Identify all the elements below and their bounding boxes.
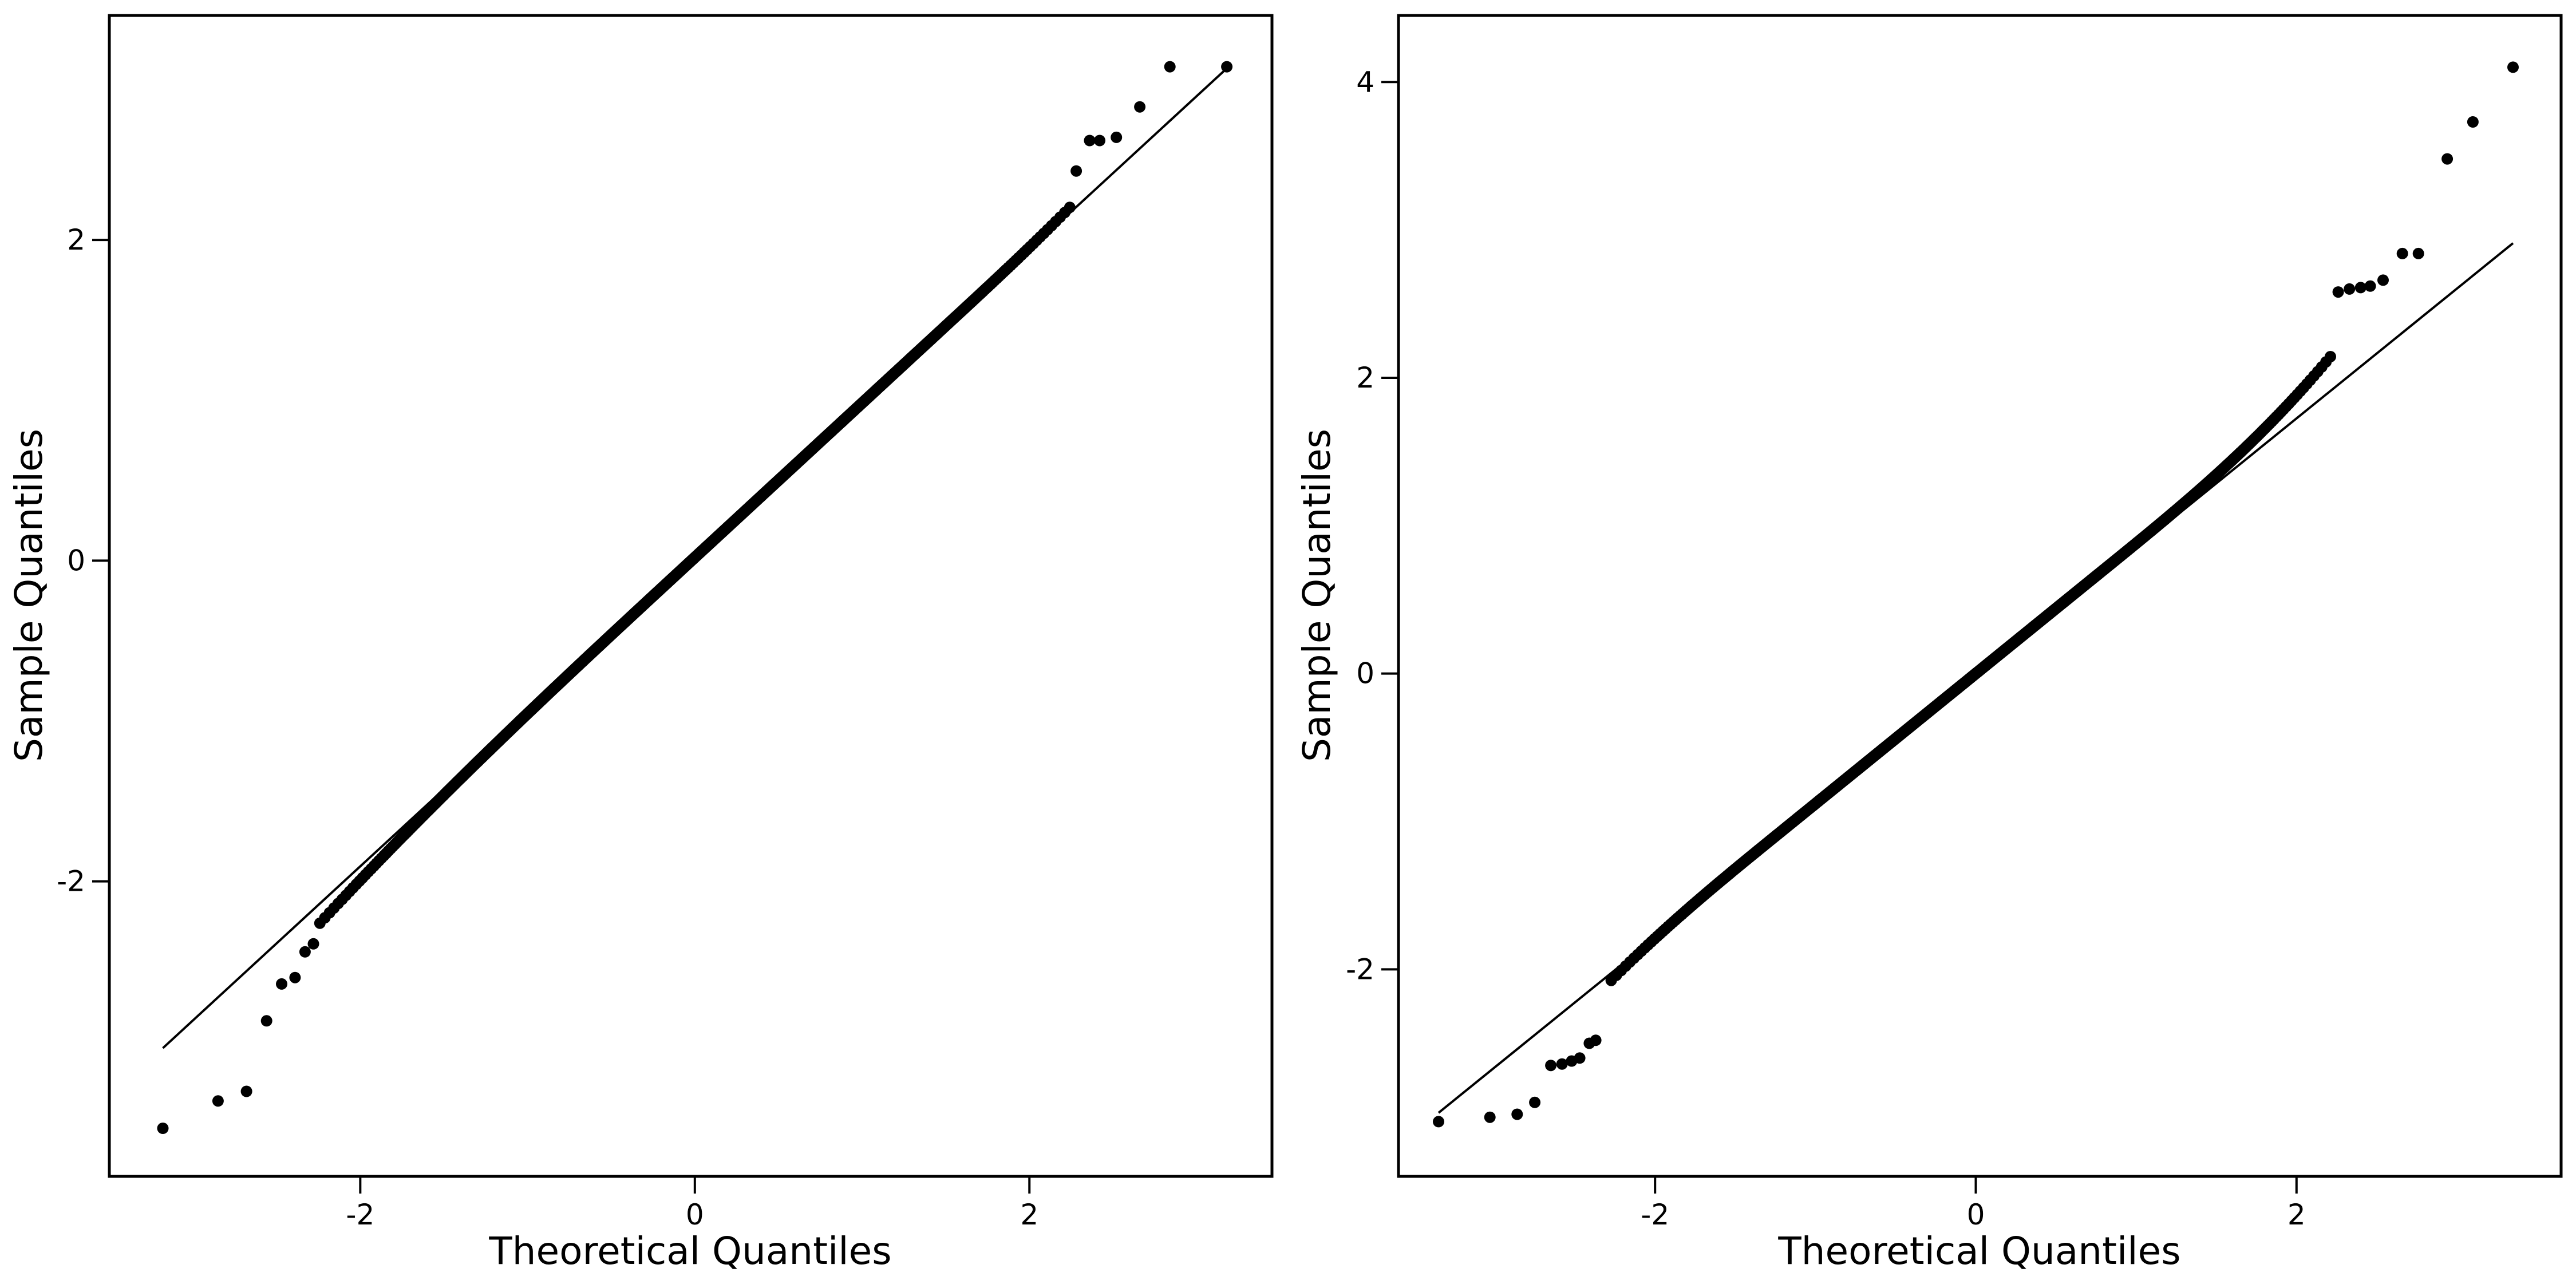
sample-point (240, 1085, 252, 1097)
sample-point (307, 938, 319, 950)
sample-point (1511, 1108, 1523, 1120)
sample-point (1484, 1111, 1496, 1123)
x-tick-label: 0 (686, 1198, 704, 1231)
sample-point (1084, 135, 1096, 147)
sample-point (1433, 1116, 1444, 1128)
sample-point (1556, 1058, 1568, 1070)
y-tick-label: -2 (1346, 953, 1374, 986)
left-qq-panel: -2 0 2 -2 0 2 Theoretical Quantiles Sample Qu… (7, 14, 1274, 1273)
sample-point (299, 946, 311, 958)
sample-point (260, 1015, 272, 1027)
sample-point (2412, 247, 2424, 259)
y-axis-label: Sample Quantiles (1295, 429, 1339, 762)
sample-point (2507, 61, 2519, 73)
sample-point (1064, 202, 1076, 214)
sample-point (2467, 116, 2479, 128)
sample-point (2332, 286, 2344, 298)
axis-ticks: -2 0 2 -2 0 2 (57, 223, 1038, 1231)
sample-point (2377, 274, 2389, 286)
sample-point (1111, 131, 1123, 143)
sample-point (1221, 61, 1233, 73)
sample-point (1529, 1096, 1541, 1108)
plot-frame (108, 14, 1274, 1178)
sample-point (2364, 280, 2376, 292)
sample-point (2354, 282, 2366, 294)
sample-points (157, 61, 1233, 1134)
axis-ticks: -2 0 2 -2 0 2 4 (1346, 65, 2306, 1231)
x-tick-label: 2 (1020, 1198, 1038, 1231)
sample-point (2396, 247, 2408, 259)
sample-point (1574, 1052, 1586, 1064)
sample-points (1433, 61, 2519, 1128)
x-axis-label: Theoretical Quantiles (488, 1229, 891, 1273)
sample-point (289, 971, 301, 983)
x-tick-label: 2 (2287, 1198, 2306, 1231)
y-tick-label: 0 (67, 544, 85, 577)
sample-point (2344, 283, 2356, 295)
y-tick-label: 0 (1356, 657, 1374, 690)
y-axis-label: Sample Quantiles (7, 429, 51, 762)
x-axis-label: Theoretical Quantiles (1777, 1229, 2180, 1273)
sample-point (2325, 351, 2336, 362)
right-qq-panel: -2 0 2 -2 0 2 4 Theoretical Quantiles Sample Q… (1295, 14, 2563, 1273)
x-tick-label: -2 (1641, 1198, 1669, 1231)
sample-point (212, 1095, 224, 1107)
y-tick-label: 2 (1356, 361, 1374, 394)
sample-point (2441, 153, 2453, 165)
y-tick-label: 2 (67, 223, 85, 256)
x-tick-label: -2 (346, 1198, 374, 1231)
plot-frame (1397, 14, 2563, 1178)
sample-point (1134, 101, 1146, 113)
sample-point (157, 1123, 169, 1134)
sample-point (1070, 165, 1082, 177)
x-tick-label: 0 (1967, 1198, 1985, 1231)
y-tick-label: -2 (57, 865, 85, 898)
sample-point (1164, 61, 1176, 73)
sample-point (1590, 1034, 1602, 1046)
sample-point (1094, 135, 1105, 147)
y-tick-label: 4 (1356, 65, 1374, 98)
sample-point (276, 978, 287, 990)
sample-point (1545, 1060, 1557, 1072)
